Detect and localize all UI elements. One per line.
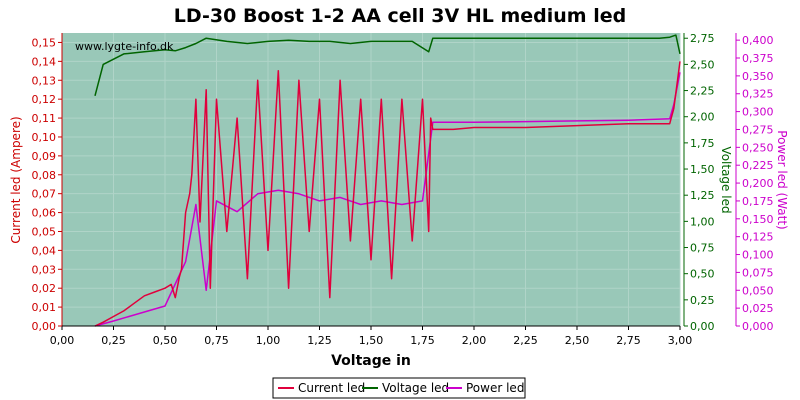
- y-right2-tick-label: 0,100: [742, 249, 774, 262]
- y-right1-tick-label: 2,50: [690, 58, 715, 71]
- legend-box: [272, 377, 526, 399]
- y-left-tick-label: 0,01: [32, 301, 57, 314]
- y-right2-tick-label: 0,375: [742, 52, 774, 65]
- axes: 0,00 0,25 0,50 0,75 1,00 1,25 1,50 1,75 2,00 2,25…: [32, 32, 774, 347]
- y-left-tick-label: 0,04: [32, 244, 57, 257]
- legend-label-power: Power led: [466, 381, 524, 395]
- x-tick-label: 2,25: [513, 334, 538, 347]
- y-left-tick-label: 0,10: [32, 131, 57, 144]
- y-right2-tick-label: 0,150: [742, 213, 774, 226]
- y-right2-tick-label: 0,200: [742, 177, 774, 190]
- chart-title: LD-30 Boost 1-2 AA cell 3V HL medium led: [174, 5, 626, 27]
- x-tick-label: 1,50: [359, 334, 384, 347]
- y-left-tick-label: 0,12: [32, 93, 57, 106]
- y-right2-tick-label: 0,275: [742, 123, 774, 136]
- x-tick-label: 0,50: [153, 334, 178, 347]
- y-left-tick-label: 0,09: [32, 150, 57, 163]
- y-left-tick-label: 0,06: [32, 207, 57, 220]
- y-right1-tick-label: 1,75: [690, 137, 715, 150]
- y-left-tick-label: 0,11: [32, 112, 57, 125]
- y-right2-tick-label: 0,400: [742, 34, 774, 47]
- x-tick-label: 1,00: [256, 334, 281, 347]
- y-right1-tick-label: 2,00: [690, 111, 715, 124]
- y-right2-tick-label: 0,325: [742, 88, 774, 101]
- y-right1-tick-label: 0,50: [690, 268, 715, 281]
- y-right1-tick-label: 2,25: [690, 85, 715, 98]
- y-right2-tick-label: 0,250: [742, 141, 774, 154]
- x-tick-label: 2,50: [565, 334, 590, 347]
- legend-label-current: Current led: [298, 381, 365, 395]
- x-tick-label: 2,75: [616, 334, 641, 347]
- y-right2-tick-label: 0,075: [742, 266, 774, 279]
- legend: Current led Voltage led Power led: [272, 377, 526, 399]
- x-tick-label: 1,75: [410, 334, 435, 347]
- y-left-tick-label: 0,00: [32, 320, 57, 333]
- y-left-tick-label: 0,07: [32, 188, 57, 201]
- x-tick-label: 0,25: [101, 334, 126, 347]
- x-tick-label: 1,25: [307, 334, 332, 347]
- y-left-tick-label: 0,03: [32, 263, 57, 276]
- y-right1-tick-label: 1,00: [690, 215, 715, 228]
- y-right2-tick-label: 0,225: [742, 159, 774, 172]
- y-left-tick-label: 0,13: [32, 74, 57, 87]
- y-right2-axis-label: Power led (Watt): [775, 130, 789, 229]
- y-right1-tick-label: 2,75: [690, 32, 715, 45]
- power-led-line: [94, 72, 681, 327]
- y-left-tick-label: 0,15: [32, 36, 57, 49]
- series-layer: [94, 34, 681, 327]
- watermark: www.lygte-info.dk: [75, 40, 174, 53]
- x-axis-label: Voltage in: [331, 353, 411, 369]
- y-left-axis-label: Current led (Ampere): [9, 116, 23, 243]
- voltage-led-line: [94, 34, 681, 96]
- legend-label-voltage: Voltage led: [382, 381, 449, 395]
- x-tick-label: 3,00: [668, 334, 693, 347]
- y-right1-tick-label: 1,50: [690, 163, 715, 176]
- y-left-tick-label: 0,05: [32, 225, 57, 238]
- y-left-tick-label: 0,08: [32, 169, 57, 182]
- x-tick-label: 0,00: [50, 334, 75, 347]
- y-right2-tick-label: 0,125: [742, 231, 774, 244]
- x-tick-label: 0,75: [204, 334, 229, 347]
- y-right1-tick-label: 0,75: [690, 242, 715, 255]
- y-right2-tick-label: 0,000: [742, 320, 774, 333]
- y-right1-tick-label: 1,25: [690, 189, 715, 202]
- y-right2-tick-label: 0,350: [742, 70, 774, 83]
- x-tick-label: 2,00: [462, 334, 487, 347]
- y-right2-tick-label: 0,025: [742, 302, 774, 315]
- y-right1-axis-label: Voltage led: [719, 146, 733, 213]
- y-left-tick-label: 0,02: [32, 282, 57, 295]
- y-left-tick-label: 0,14: [32, 55, 57, 68]
- y-right2-tick-label: 0,300: [742, 106, 774, 119]
- y-right1-tick-label: 0,00: [690, 320, 715, 333]
- grid: [61, 33, 681, 327]
- y-right2-tick-label: 0,050: [742, 284, 774, 297]
- current-led-line: [94, 61, 681, 327]
- y-right1-tick-label: 0,25: [690, 294, 715, 307]
- y-right2-tick-label: 0,175: [742, 195, 774, 208]
